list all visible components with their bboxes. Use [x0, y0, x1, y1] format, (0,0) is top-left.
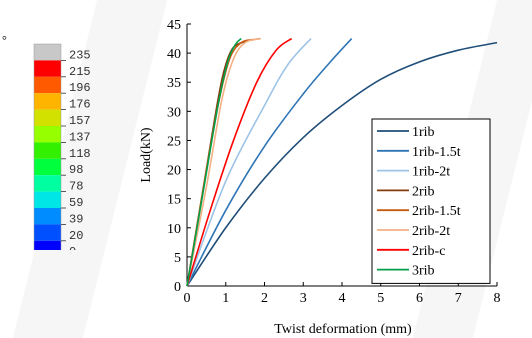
series-line-1rib [186, 41, 498, 287]
legend-label: 3rib [412, 264, 435, 279]
y-tick-label: 0 [174, 280, 181, 295]
scale-label: 157 [69, 114, 91, 128]
x-tick-label: 6 [416, 291, 423, 306]
series-line-3rib [186, 37, 242, 287]
x-axis-label: Twist deformation (mm) [274, 322, 412, 337]
scale-label: 0 [69, 245, 76, 250]
series-line-2rib-2t [186, 37, 261, 287]
scale-swatch [34, 142, 61, 159]
scale-swatch [34, 158, 61, 176]
y-tick-label: 35 [167, 76, 181, 91]
x-tick-label: 8 [494, 291, 501, 306]
x-tick-label: 3 [300, 291, 307, 306]
scale-swatch [34, 60, 61, 77]
scale-frame [33, 43, 62, 250]
y-tick-label: 40 [167, 47, 181, 62]
scale-swatch [34, 191, 61, 208]
x-tick-label: 4 [339, 291, 346, 306]
scale-label: 98 [69, 163, 83, 177]
legend-label: 2rib-c [412, 244, 445, 259]
x-tick-label: 1 [222, 291, 229, 306]
scale-label: 235 [69, 48, 91, 62]
legend-label: 2rib-1.5t [412, 204, 461, 219]
y-tick-label: 20 [167, 164, 181, 179]
y-tick-label: 10 [167, 222, 181, 237]
scale-swatch [34, 109, 61, 126]
scale-swatch [34, 240, 61, 250]
y-tick-label: 15 [167, 193, 181, 208]
scale-swatch [34, 208, 61, 225]
scale-label: 39 [69, 212, 83, 226]
y-axis-label: Load(kN) [139, 127, 154, 183]
series-line-1rib-2t [186, 38, 312, 287]
scale-label: 59 [69, 196, 83, 210]
chart-legend: 1rib 1rib-1.5t 1rib-2t 2rib 2rib-1.5t 2rib-2t… [371, 118, 491, 284]
y-tick-label: 25 [167, 134, 181, 149]
scale-label: 176 [69, 98, 91, 112]
y-tick-label: 30 [167, 105, 181, 120]
scale-label: 196 [69, 81, 91, 95]
scale-swatch [34, 93, 61, 110]
legend-label: 1rib-2t [412, 165, 450, 180]
x-tick-label: 7 [455, 291, 462, 306]
x-tick-label: 5 [377, 291, 384, 306]
series-line-2rib [186, 38, 254, 287]
scale-swatch [34, 76, 61, 94]
y-tick-label: 45 [167, 18, 181, 33]
series-line-2rib-c [186, 37, 293, 287]
series-line-1rib-1.5t [186, 38, 353, 287]
scale-label: 118 [69, 147, 91, 161]
scale-label: 137 [69, 130, 91, 144]
series-layer [186, 37, 498, 287]
scale-label: 215 [69, 65, 91, 79]
legend-label: 1rib-1.5t [412, 145, 461, 160]
scale-swatch [34, 175, 61, 192]
scale-swatch [34, 44, 61, 61]
degree-symbol: ° [2, 33, 7, 47]
y-tick-label: 5 [174, 251, 181, 266]
contour-color-scale: ° 235 215 196 176 157 137 118 98 78 59 39 20 0 [2, 33, 91, 250]
scale-swatch [34, 126, 61, 143]
legend-label: 2rib-2t [412, 224, 450, 239]
legend-frame [371, 118, 491, 284]
legend-label: 2rib [412, 184, 435, 199]
scale-label: 20 [69, 229, 83, 243]
scale-label: 78 [69, 180, 83, 194]
legend-label: 1rib [412, 125, 435, 140]
x-tick-label: 0 [184, 291, 191, 306]
x-tick-label: 2 [261, 291, 268, 306]
scale-swatch [34, 224, 61, 241]
